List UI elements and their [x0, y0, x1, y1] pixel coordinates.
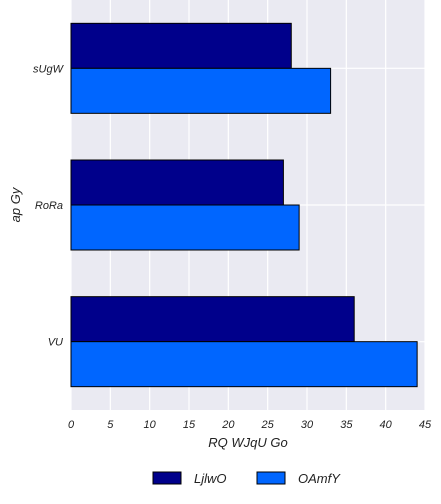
legend-label-LjlwO: LjlwO [194, 471, 227, 486]
y-axis-title: ap Gy [8, 186, 23, 222]
x-tick-label: 5 [107, 419, 114, 431]
bar-LjlwO-VU [70, 296, 355, 343]
x-tick-label: 0 [68, 419, 75, 431]
x-tick-label: 30 [301, 419, 314, 431]
x-tick-labels: 0 5 10 15 20 25 30 35 40 45 [68, 419, 432, 431]
bars [70, 22, 418, 388]
legend-swatch-OAmfY [256, 471, 286, 485]
bar-LjlwO-RoRa [70, 159, 284, 206]
x-axis-title: RQ WJqU Go [208, 435, 287, 450]
y-tick-label: sUgW [33, 63, 65, 75]
bar-OAmfY-VU [70, 341, 418, 388]
legend-label-OAmfY: OAmfY [298, 471, 341, 486]
legend: LjlwO OAmfY [152, 471, 341, 486]
x-tick-label: 10 [144, 419, 157, 431]
x-tick-label: 45 [419, 419, 432, 431]
x-tick-label: 40 [380, 419, 393, 431]
y-tick-label: VU [48, 337, 63, 349]
x-tick-label: 15 [183, 419, 196, 431]
y-tick-labels: sUgW RoRa VU [33, 63, 65, 348]
legend-swatch-LjlwO [152, 471, 182, 485]
bar-OAmfY-RoRa [70, 204, 300, 251]
bar-OAmfY-sUgW [70, 67, 332, 114]
x-tick-label: 35 [340, 419, 353, 431]
x-tick-label: 25 [261, 419, 275, 431]
x-tick-label: 20 [221, 419, 235, 431]
y-tick-label: RoRa [35, 200, 63, 212]
bar-LjlwO-sUgW [70, 22, 292, 69]
